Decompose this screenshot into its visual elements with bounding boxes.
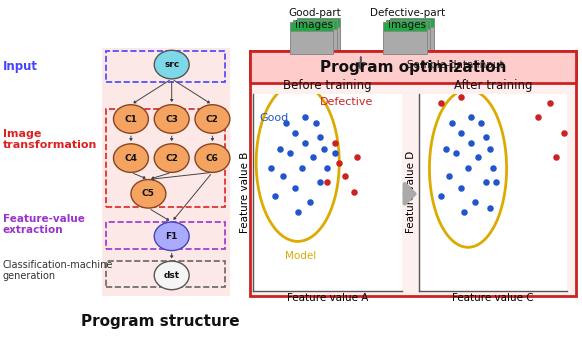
Text: Defective-part
images: Defective-part images bbox=[370, 8, 445, 30]
Bar bbox=[106, 261, 225, 287]
Bar bbox=[102, 48, 230, 296]
Bar bbox=[290, 22, 333, 31]
Bar bbox=[106, 51, 225, 82]
Bar bbox=[250, 51, 576, 83]
Text: dst: dst bbox=[164, 271, 180, 280]
Text: F1: F1 bbox=[165, 232, 178, 241]
Bar bbox=[390, 27, 434, 50]
Text: C5: C5 bbox=[142, 189, 155, 198]
Text: C2: C2 bbox=[206, 115, 219, 123]
Ellipse shape bbox=[113, 105, 148, 133]
Text: Classification-machine
generation: Classification-machine generation bbox=[3, 259, 113, 281]
Ellipse shape bbox=[195, 105, 230, 133]
Bar bbox=[383, 31, 427, 54]
Bar bbox=[106, 109, 225, 207]
Ellipse shape bbox=[154, 105, 189, 133]
Text: Program structure: Program structure bbox=[81, 314, 239, 329]
Text: Feature-value
extraction: Feature-value extraction bbox=[3, 214, 85, 235]
Text: C6: C6 bbox=[206, 154, 219, 163]
Text: Good-part
images: Good-part images bbox=[288, 8, 340, 30]
Bar bbox=[390, 18, 434, 27]
Text: C1: C1 bbox=[125, 115, 137, 123]
Ellipse shape bbox=[154, 222, 189, 251]
Ellipse shape bbox=[154, 261, 189, 290]
Ellipse shape bbox=[131, 180, 166, 208]
Bar bbox=[293, 29, 337, 52]
Bar bbox=[106, 222, 225, 249]
Text: src: src bbox=[164, 60, 179, 69]
Text: C4: C4 bbox=[125, 154, 137, 163]
Text: Sample-data input: Sample-data input bbox=[407, 59, 504, 70]
Ellipse shape bbox=[113, 144, 148, 172]
Bar bbox=[386, 20, 430, 29]
Ellipse shape bbox=[154, 144, 189, 172]
Bar bbox=[297, 27, 340, 50]
Bar bbox=[293, 20, 337, 29]
Text: C2: C2 bbox=[165, 154, 178, 163]
Text: Input: Input bbox=[3, 60, 38, 73]
Bar bbox=[290, 31, 333, 54]
Bar bbox=[297, 18, 340, 27]
Bar bbox=[383, 22, 427, 31]
Bar bbox=[386, 29, 430, 52]
Bar bbox=[250, 51, 576, 296]
Text: C3: C3 bbox=[165, 115, 178, 123]
Text: Program optimization: Program optimization bbox=[320, 60, 506, 75]
Ellipse shape bbox=[195, 144, 230, 172]
Text: Image
transformation: Image transformation bbox=[3, 129, 97, 150]
Ellipse shape bbox=[154, 50, 189, 79]
